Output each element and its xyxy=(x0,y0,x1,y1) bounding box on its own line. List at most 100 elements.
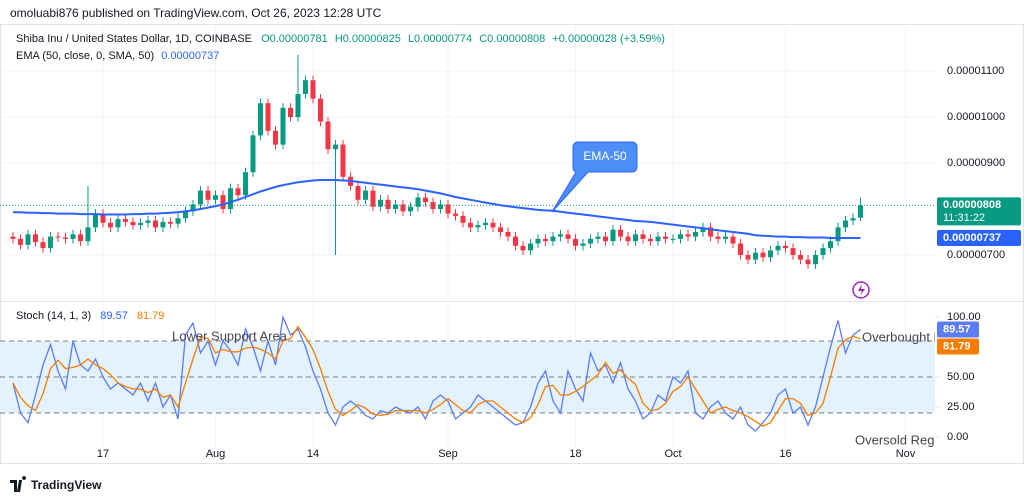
logo-mark xyxy=(10,476,27,492)
candle-body xyxy=(325,121,331,150)
stoch-pane: Lower Support Area Overbought Region Overs… xyxy=(0,303,975,447)
candle-body xyxy=(340,144,346,177)
last-value-label: 81.79 xyxy=(943,340,971,352)
candle-body xyxy=(633,234,639,242)
candle-body xyxy=(25,234,31,245)
candle-body xyxy=(828,241,834,249)
candle-body xyxy=(55,236,61,238)
candle-body xyxy=(528,243,534,251)
candle-body xyxy=(160,221,166,228)
candle-body xyxy=(715,236,721,239)
candle-body xyxy=(17,238,23,245)
icon-bolt xyxy=(858,284,865,296)
candle-body xyxy=(92,213,98,228)
last-value-label: 0.00000737 xyxy=(943,232,1001,244)
candle-body xyxy=(468,222,474,228)
candle-body xyxy=(505,231,511,237)
candle-body xyxy=(167,221,173,224)
annotation-text: Oversold Region xyxy=(855,432,952,447)
candle-body xyxy=(535,238,541,244)
candle-body xyxy=(182,211,188,219)
ohlc-change: +0.00000028 (+3.59%) xyxy=(552,33,665,45)
candle-body xyxy=(663,236,669,239)
candle-body xyxy=(272,130,278,145)
symbol-title: Shiba Inu / United States Dollar, 1D, CO… xyxy=(16,33,252,45)
author-line: omoluabi876 published on TradingView.com… xyxy=(10,6,382,20)
x-tick-label: 16 xyxy=(779,448,791,460)
y-tick-label: 25.00 xyxy=(947,401,975,413)
x-tick-label: Nov xyxy=(896,448,916,460)
candle-body xyxy=(805,259,811,265)
candle-body xyxy=(137,222,143,226)
candle-body xyxy=(70,234,76,239)
candle-body xyxy=(678,234,684,239)
stoch-k-value: 89.57 xyxy=(100,310,128,322)
candle-body xyxy=(415,197,421,207)
last-price-box xyxy=(937,197,1021,226)
ema-name: EMA (50, close, 0, SMA, 50) xyxy=(16,50,154,62)
candle-body xyxy=(385,199,391,209)
series-line xyxy=(12,314,861,432)
candle-body xyxy=(513,236,519,246)
y-tick-label: 0.00001000 xyxy=(947,111,1005,123)
candle-body xyxy=(843,220,849,228)
annotation-text: Overbought Region xyxy=(862,329,975,344)
candle-body xyxy=(115,219,121,228)
ohlc-low: L0.00000774 xyxy=(408,33,472,45)
candle-body xyxy=(655,236,661,242)
x-tick-label: Oct xyxy=(664,448,681,460)
ohlc-close: C0.00000808 xyxy=(479,33,545,45)
candle-body xyxy=(768,250,774,258)
candle-body xyxy=(595,236,601,239)
candle-body xyxy=(122,219,128,222)
candle-body xyxy=(543,238,549,242)
footer-logo: TradingView xyxy=(10,476,102,492)
candle-body xyxy=(332,144,338,150)
candle-body xyxy=(452,213,458,216)
candle-body xyxy=(580,243,586,246)
candle-body xyxy=(798,254,804,260)
candle-body xyxy=(190,204,196,212)
series-line xyxy=(13,179,861,239)
countdown-label: 11:31:22 xyxy=(943,212,985,224)
last-value-box xyxy=(937,338,979,355)
candle-body xyxy=(377,199,383,207)
candle-body xyxy=(40,242,46,249)
candle-body xyxy=(588,238,594,244)
candle-body xyxy=(475,225,481,228)
candle-body xyxy=(760,252,766,258)
candle-body xyxy=(227,188,233,209)
candle-body xyxy=(790,248,796,255)
candle-body xyxy=(47,236,53,249)
candle-body xyxy=(603,236,609,242)
candle-body xyxy=(573,238,579,246)
x-tick-label: 18 xyxy=(569,448,581,460)
candle-body xyxy=(197,190,203,205)
candle-body xyxy=(145,220,151,223)
candle-body xyxy=(310,80,316,99)
candle-body xyxy=(693,231,699,237)
logo-text: TradingView xyxy=(31,478,102,492)
indicator-icon xyxy=(852,281,870,299)
last-value-box xyxy=(937,229,1021,246)
candle-body xyxy=(250,135,256,173)
candle-body xyxy=(152,220,158,228)
ohlc-open: O0.00000781 xyxy=(261,33,328,45)
candle-body xyxy=(212,195,218,200)
candle-body xyxy=(355,185,361,200)
callout-shape xyxy=(551,141,638,213)
candle-body xyxy=(813,254,819,265)
candle-body xyxy=(775,245,781,251)
candle-body xyxy=(723,236,729,239)
y-tick-label: 0.00001100 xyxy=(947,65,1004,77)
y-tick-label: 0.00000700 xyxy=(947,249,1005,261)
ema-legend: EMA (50, close, 0, SMA, 50) 0.00000737 xyxy=(16,50,219,62)
price-pane xyxy=(0,26,935,300)
candle-body xyxy=(520,245,526,251)
candle-body xyxy=(498,227,504,232)
last-value-box xyxy=(937,321,979,338)
candle-body xyxy=(783,245,789,249)
ema-callout: EMA-50 xyxy=(551,141,638,213)
candle-body xyxy=(10,236,16,239)
